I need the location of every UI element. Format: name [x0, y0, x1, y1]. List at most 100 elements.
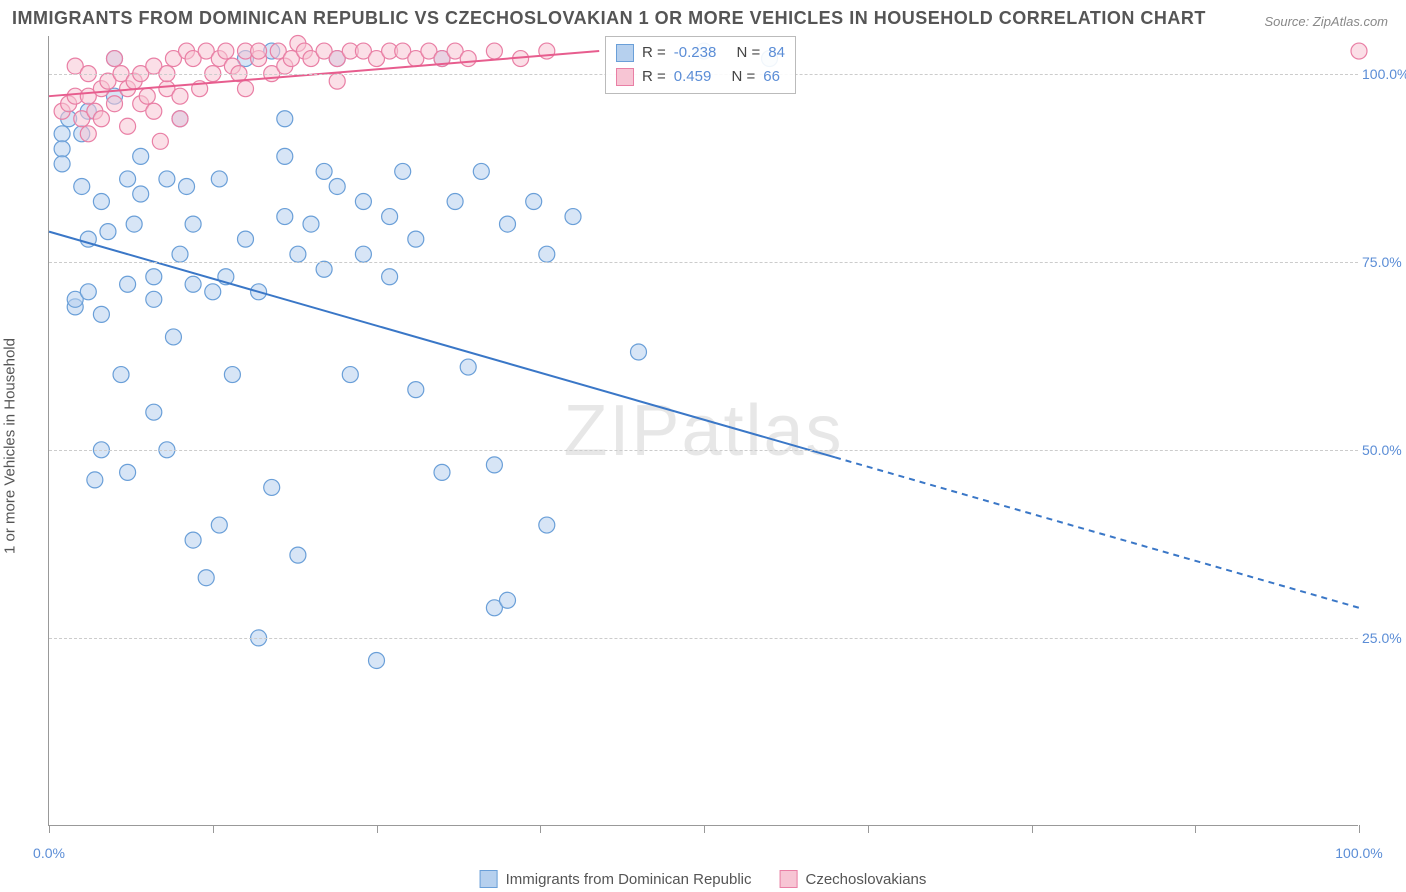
- data-point[interactable]: [146, 103, 162, 119]
- data-point[interactable]: [316, 163, 332, 179]
- x-tick: [1359, 825, 1360, 833]
- data-point[interactable]: [238, 81, 254, 97]
- x-tick-label: 100.0%: [1335, 845, 1382, 861]
- data-point[interactable]: [382, 269, 398, 285]
- data-point[interactable]: [185, 216, 201, 232]
- data-point[interactable]: [152, 133, 168, 149]
- data-point[interactable]: [54, 156, 70, 172]
- data-point[interactable]: [172, 111, 188, 127]
- data-point[interactable]: [133, 148, 149, 164]
- data-point[interactable]: [205, 284, 221, 300]
- regression-line: [835, 457, 1359, 607]
- data-point[interactable]: [185, 276, 201, 292]
- data-point[interactable]: [198, 570, 214, 586]
- data-point[interactable]: [395, 163, 411, 179]
- x-tick: [1195, 825, 1196, 833]
- legend-footer: Immigrants from Dominican Republic Czech…: [480, 870, 927, 888]
- data-point[interactable]: [120, 464, 136, 480]
- data-point[interactable]: [251, 43, 267, 59]
- x-tick: [1032, 825, 1033, 833]
- data-point[interactable]: [539, 517, 555, 533]
- data-point[interactable]: [54, 126, 70, 142]
- data-point[interactable]: [113, 367, 129, 383]
- data-point[interactable]: [74, 178, 90, 194]
- data-point[interactable]: [382, 209, 398, 225]
- data-point[interactable]: [93, 111, 109, 127]
- regression-line: [49, 232, 835, 458]
- data-point[interactable]: [500, 592, 516, 608]
- data-point[interactable]: [146, 269, 162, 285]
- data-point[interactable]: [408, 382, 424, 398]
- data-point[interactable]: [172, 246, 188, 262]
- data-point[interactable]: [87, 472, 103, 488]
- data-point[interactable]: [369, 652, 385, 668]
- data-point[interactable]: [408, 231, 424, 247]
- data-point[interactable]: [526, 194, 542, 210]
- data-point[interactable]: [277, 209, 293, 225]
- data-point[interactable]: [172, 88, 188, 104]
- data-point[interactable]: [185, 532, 201, 548]
- legend-label-a: Immigrants from Dominican Republic: [506, 871, 752, 888]
- y-axis-label: 1 or more Vehicles in Household: [2, 338, 19, 554]
- data-point[interactable]: [165, 329, 181, 345]
- data-point[interactable]: [447, 194, 463, 210]
- data-point[interactable]: [107, 96, 123, 112]
- legend-swatch-b: [780, 870, 798, 888]
- data-point[interactable]: [329, 73, 345, 89]
- data-point[interactable]: [277, 148, 293, 164]
- data-point[interactable]: [218, 43, 234, 59]
- data-point[interactable]: [290, 547, 306, 563]
- data-point[interactable]: [107, 51, 123, 67]
- data-point[interactable]: [1351, 43, 1367, 59]
- data-point[interactable]: [224, 367, 240, 383]
- data-point[interactable]: [159, 171, 175, 187]
- data-point[interactable]: [539, 246, 555, 262]
- data-point[interactable]: [500, 216, 516, 232]
- data-point[interactable]: [264, 479, 280, 495]
- plot-area: ZIPatlas 25.0%50.0%75.0%100.0%0.0%100.0%: [48, 36, 1358, 826]
- data-point[interactable]: [139, 88, 155, 104]
- data-point[interactable]: [316, 261, 332, 277]
- data-point[interactable]: [179, 178, 195, 194]
- legend-item-series-b[interactable]: Czechoslovakians: [780, 870, 927, 888]
- data-point[interactable]: [565, 209, 581, 225]
- data-point[interactable]: [460, 359, 476, 375]
- data-point[interactable]: [473, 163, 489, 179]
- gridline: [49, 262, 1358, 263]
- data-point[interactable]: [460, 51, 476, 67]
- data-point[interactable]: [329, 178, 345, 194]
- data-point[interactable]: [120, 171, 136, 187]
- y-tick-label: 25.0%: [1362, 630, 1406, 646]
- data-point[interactable]: [631, 344, 647, 360]
- data-point[interactable]: [434, 464, 450, 480]
- data-point[interactable]: [80, 284, 96, 300]
- legend-item-series-a[interactable]: Immigrants from Dominican Republic: [480, 870, 752, 888]
- data-point[interactable]: [355, 246, 371, 262]
- stats-row-series-b: R = 0.459 N = 66: [616, 65, 785, 89]
- gridline: [49, 450, 1358, 451]
- data-point[interactable]: [486, 457, 502, 473]
- data-point[interactable]: [238, 231, 254, 247]
- data-point[interactable]: [486, 43, 502, 59]
- data-point[interactable]: [146, 404, 162, 420]
- data-point[interactable]: [211, 171, 227, 187]
- data-point[interactable]: [342, 367, 358, 383]
- data-point[interactable]: [211, 517, 227, 533]
- stats-n-value-a: 84: [768, 41, 785, 65]
- y-tick-label: 75.0%: [1362, 254, 1406, 270]
- data-point[interactable]: [100, 224, 116, 240]
- data-point[interactable]: [133, 186, 149, 202]
- data-point[interactable]: [146, 291, 162, 307]
- data-point[interactable]: [120, 118, 136, 134]
- data-point[interactable]: [126, 216, 142, 232]
- data-point[interactable]: [54, 141, 70, 157]
- data-point[interactable]: [80, 126, 96, 142]
- data-point[interactable]: [355, 194, 371, 210]
- gridline: [49, 638, 1358, 639]
- data-point[interactable]: [93, 306, 109, 322]
- data-point[interactable]: [290, 246, 306, 262]
- data-point[interactable]: [120, 276, 136, 292]
- data-point[interactable]: [277, 111, 293, 127]
- data-point[interactable]: [93, 194, 109, 210]
- data-point[interactable]: [303, 216, 319, 232]
